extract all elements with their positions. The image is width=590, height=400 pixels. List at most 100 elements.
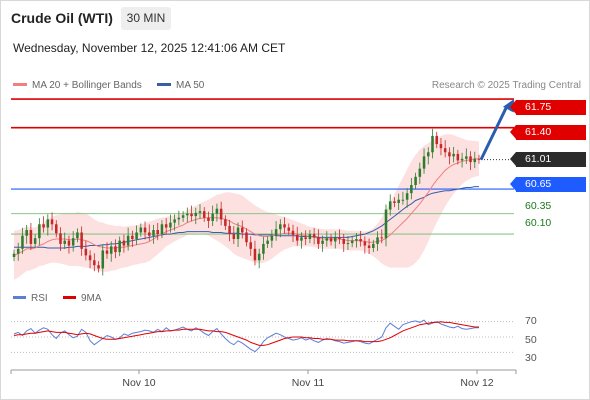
candle-body bbox=[59, 233, 62, 244]
candle-body bbox=[21, 235, 24, 249]
level-label-60-35: 60.35 bbox=[525, 200, 552, 212]
candle-body bbox=[427, 152, 430, 157]
legend-rsi: RSI bbox=[13, 293, 48, 305]
candle-body bbox=[397, 199, 400, 203]
credit-text: Research © 2025 Trading Central bbox=[431, 80, 581, 91]
legend-ma20: MA 20 + Bollinger Bands bbox=[13, 80, 142, 92]
candle-body bbox=[350, 240, 354, 244]
candle-body bbox=[152, 230, 155, 236]
candle-body bbox=[241, 227, 244, 233]
rsi-line bbox=[13, 319, 479, 353]
candle-body bbox=[245, 232, 248, 243]
candle-body bbox=[38, 224, 41, 239]
candle-body bbox=[93, 260, 96, 266]
candle-body bbox=[50, 219, 54, 225]
level-label-60-10: 60.10 bbox=[525, 217, 552, 229]
candle-body bbox=[304, 237, 307, 239]
candle-body bbox=[443, 148, 447, 153]
candle-body bbox=[76, 232, 79, 239]
rsi-tick-30: 30 bbox=[525, 352, 537, 364]
candle-body bbox=[346, 243, 350, 245]
candle-body bbox=[211, 213, 214, 221]
candle-body bbox=[25, 230, 28, 236]
candle-body bbox=[122, 240, 126, 246]
candle-body bbox=[67, 240, 71, 246]
candle-body bbox=[148, 232, 151, 236]
candle-body bbox=[109, 246, 113, 254]
candle-body bbox=[135, 232, 138, 239]
timestamp: Wednesday, November 12, 2025 12:41:06 AM… bbox=[13, 41, 286, 55]
candle-body bbox=[439, 144, 443, 149]
candle-body bbox=[456, 153, 460, 161]
candle-body bbox=[80, 232, 83, 249]
candle-body bbox=[384, 209, 388, 239]
candle-body bbox=[405, 193, 409, 200]
projection-arrow-shaft bbox=[479, 107, 508, 161]
candle-body bbox=[198, 211, 202, 213]
candle-body bbox=[317, 237, 320, 244]
rsi-swatch bbox=[13, 295, 26, 299]
candle-body bbox=[143, 227, 147, 233]
candle-body bbox=[367, 245, 371, 248]
candle-body bbox=[63, 240, 66, 244]
candle-body bbox=[414, 176, 417, 185]
legend-ma20-label: MA 20 + Bollinger Bands bbox=[32, 80, 142, 91]
candle-body bbox=[101, 250, 105, 269]
candle-body bbox=[393, 201, 396, 203]
candle-body bbox=[291, 230, 295, 235]
candle-body bbox=[55, 224, 58, 234]
candle-body bbox=[274, 229, 278, 236]
candle-body bbox=[236, 227, 240, 239]
instrument-title: Crude Oil (WTI) bbox=[11, 10, 113, 26]
candle-body bbox=[477, 158, 481, 160]
candle-body bbox=[16, 248, 20, 254]
candle-body bbox=[71, 238, 75, 246]
candle-body bbox=[194, 212, 198, 217]
candle-body bbox=[46, 219, 50, 228]
x-tick-nov12: Nov 12 bbox=[460, 377, 494, 389]
candle-body bbox=[376, 237, 379, 244]
candle-body bbox=[465, 156, 468, 159]
candle-body bbox=[418, 168, 422, 177]
rsi-ma-line bbox=[13, 321, 479, 346]
rsi-ma-swatch bbox=[63, 295, 76, 299]
candle-body bbox=[388, 201, 392, 210]
candle-body bbox=[460, 158, 464, 161]
rsi-tick-50: 50 bbox=[525, 334, 537, 346]
candle-body bbox=[253, 248, 257, 261]
candle-body bbox=[12, 253, 16, 257]
candle-body bbox=[169, 222, 172, 228]
candle-body bbox=[181, 215, 185, 218]
bollinger-band bbox=[14, 134, 479, 280]
candle-body bbox=[232, 234, 236, 239]
candle-body bbox=[88, 255, 92, 261]
x-tick-nov10: Nov 10 bbox=[122, 377, 156, 389]
candle-body bbox=[283, 224, 286, 228]
candle-body bbox=[131, 235, 134, 239]
timeframe-button[interactable]: 30 MIN bbox=[121, 7, 171, 30]
x-tick-nov11: Nov 11 bbox=[291, 377, 325, 389]
candle-body bbox=[118, 240, 121, 253]
candle-body bbox=[363, 241, 367, 246]
candle-body bbox=[338, 237, 341, 239]
candle-body bbox=[126, 235, 130, 246]
candle-body bbox=[308, 234, 312, 239]
ma50-swatch bbox=[157, 82, 171, 86]
candle-body bbox=[435, 135, 438, 145]
last-price-label: 61.01 bbox=[510, 152, 586, 167]
candle-body bbox=[312, 234, 316, 238]
candle-body bbox=[215, 208, 219, 214]
candle-body bbox=[173, 219, 176, 223]
candle-body bbox=[266, 240, 269, 244]
candle-body bbox=[219, 208, 223, 220]
candle-body bbox=[380, 237, 384, 239]
candle-body bbox=[190, 213, 193, 217]
candle-body bbox=[300, 237, 303, 241]
candle-body bbox=[42, 224, 45, 228]
candle-body bbox=[321, 240, 324, 244]
candle-body bbox=[270, 235, 274, 241]
candle-body bbox=[228, 225, 231, 235]
candle-body bbox=[325, 238, 329, 241]
candle-body bbox=[401, 199, 405, 201]
